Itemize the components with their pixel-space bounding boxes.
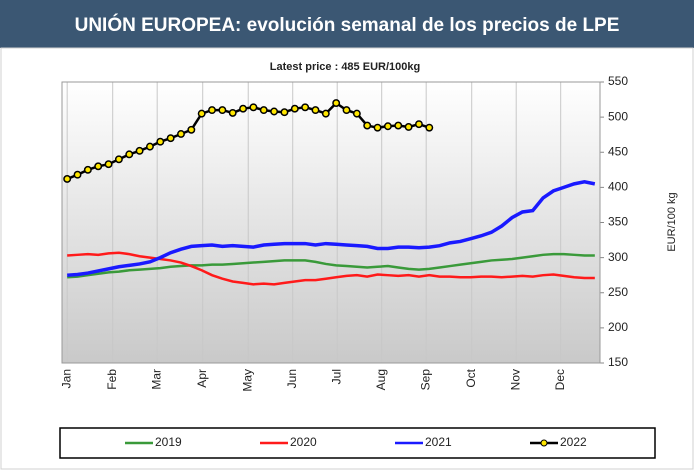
marker	[73, 170, 82, 179]
y-tick-label: 150	[608, 355, 628, 369]
marker	[249, 103, 258, 112]
marker	[311, 106, 320, 115]
x-tick-label: May	[240, 369, 254, 392]
marker	[114, 155, 123, 164]
x-tick-label: Mar	[149, 369, 163, 390]
y-tick-label: 400	[608, 180, 628, 194]
marker	[373, 123, 382, 132]
marker	[156, 137, 165, 146]
y-tick-label: 500	[608, 109, 628, 123]
legend-label: 2022	[560, 435, 587, 449]
marker	[239, 104, 248, 113]
marker	[259, 106, 268, 115]
marker	[404, 123, 413, 131]
x-tick-label: Jun	[285, 369, 299, 388]
x-tick-label: Sep	[418, 369, 432, 391]
y-tick-label: 450	[608, 144, 628, 158]
marker	[332, 99, 341, 108]
marker	[187, 125, 196, 134]
marker	[125, 150, 134, 159]
plot-border	[61, 81, 601, 364]
marker	[352, 109, 361, 118]
marker	[94, 162, 103, 171]
marker	[321, 109, 330, 118]
marker	[228, 108, 237, 117]
marker	[290, 104, 299, 113]
marker	[425, 123, 434, 132]
marker	[135, 146, 144, 155]
title-banner	[0, 0, 694, 48]
x-tick-label: Dec	[553, 369, 567, 390]
marker	[270, 107, 279, 116]
marker	[104, 160, 113, 169]
y-tick-label: 300	[608, 250, 628, 264]
y-axis-label: EUR/100 kg	[666, 192, 678, 251]
y-tick-label: 550	[608, 74, 628, 88]
x-tick-label: Aug	[374, 369, 388, 390]
subtitle: Latest price : 485 EUR/100kg	[270, 61, 420, 73]
chart-title: UNIÓN EUROPEA: evolución semanal de los …	[75, 14, 620, 36]
marker	[301, 103, 310, 112]
legend-label: 2019	[155, 435, 182, 449]
x-tick-label: Feb	[105, 369, 119, 390]
marker	[394, 121, 403, 130]
marker	[363, 121, 372, 130]
legend-marker	[540, 439, 548, 447]
x-tick-label: Jul	[329, 369, 343, 384]
marker	[166, 134, 175, 143]
x-tick-label: Apr	[195, 369, 209, 388]
marker	[414, 120, 423, 129]
y-tick-label: 200	[608, 320, 628, 334]
line-2021	[67, 179, 596, 277]
marker	[177, 130, 185, 138]
x-tick-label: Jan	[59, 369, 73, 388]
x-tick-label: Nov	[508, 369, 522, 390]
plot-area	[62, 82, 600, 363]
legend-label: 2021	[425, 435, 452, 449]
marker	[83, 165, 92, 174]
marker	[197, 109, 206, 118]
line-2019	[67, 252, 595, 279]
marker	[383, 122, 392, 131]
legend-label: 2020	[290, 435, 317, 449]
marker	[63, 174, 72, 183]
y-tick-label: 250	[608, 285, 628, 299]
x-tick-label: Oct	[464, 368, 478, 387]
y-tick-label: 350	[608, 215, 628, 229]
marker	[208, 106, 216, 115]
marker	[218, 106, 227, 115]
marker	[280, 108, 289, 117]
marker	[342, 106, 351, 115]
marker	[145, 142, 154, 151]
